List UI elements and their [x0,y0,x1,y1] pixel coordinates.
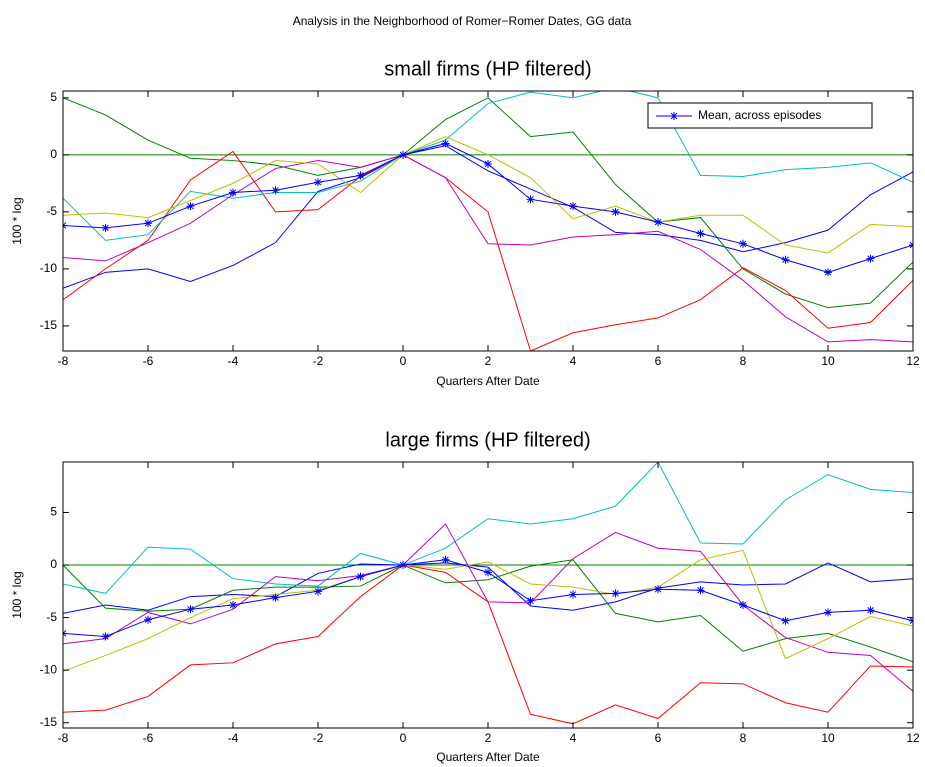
marker [314,178,322,187]
marker [781,616,790,625]
x-tick-label: 2 [485,731,492,745]
y-tick-label: -5 [46,610,57,624]
y-tick-label: 0 [50,147,57,161]
y-tick-label: 0 [50,557,57,571]
chart-title: large firms (HP filtered) [385,429,590,451]
marker [186,202,195,211]
x-tick-label: 10 [821,731,835,745]
x-axis-label: Quarters After Date [436,374,540,388]
x-tick-label: -6 [143,731,154,745]
marker [356,572,365,581]
marker [101,632,110,641]
x-tick-label: -8 [58,731,69,745]
marker [144,219,152,228]
series-line [63,154,913,343]
x-tick-label: -6 [143,354,154,368]
marker [866,254,875,263]
marker [569,590,577,599]
marker [314,587,322,596]
x-tick-label: 0 [400,354,407,368]
series-line [63,97,913,309]
x-tick-label: 4 [570,731,577,745]
x-axis-label: Quarters After Date [436,750,540,764]
plot-area [63,462,913,725]
marker [739,600,747,609]
marker [611,589,620,598]
marker [229,188,237,197]
x-tick-label: 12 [906,354,920,368]
marker [611,207,620,216]
x-tick-label: -8 [58,354,69,368]
marker [526,596,535,605]
series-line [63,145,913,289]
marker [696,586,705,595]
marker [441,139,450,148]
x-tick-label: -4 [228,354,239,368]
marker [696,229,705,238]
series-line [63,523,913,692]
series-line [63,562,913,614]
series-line [63,559,913,663]
x-tick-label: 10 [821,354,835,368]
series-line [63,150,913,351]
marker [484,159,492,168]
figure-title: Analysis in the Neighborhood of Romer−Ro… [293,14,632,28]
x-tick-label: 0 [400,731,407,745]
marker [399,561,407,570]
plot-area [63,91,913,351]
marker [654,218,662,227]
x-tick-label: -4 [228,731,239,745]
chart-title: small firms (HP filtered) [384,58,591,80]
marker [186,605,195,614]
x-tick-label: 4 [570,354,577,368]
marker [654,585,662,594]
y-tick-label: -5 [46,204,57,218]
x-tick-label: 2 [485,354,492,368]
marker [356,171,365,180]
marker [441,555,450,564]
marker [569,202,577,211]
legend-marker [670,112,678,120]
y-tick-label: -10 [40,662,58,676]
marker [399,150,407,159]
series-line [63,462,913,594]
y-tick-label: -15 [40,318,58,332]
marker [271,186,280,195]
marker [824,268,832,277]
marker [526,195,535,204]
x-tick-label: 6 [655,731,662,745]
y-tick-label: 5 [50,90,57,104]
marker [824,608,832,617]
x-tick-label: -2 [313,731,324,745]
y-axis-label: 100 * log [10,197,24,244]
x-tick-label: 8 [740,731,747,745]
marker [866,606,875,615]
series-line [63,549,913,672]
series-line [63,91,913,241]
y-tick-label: -15 [40,715,58,729]
series-line [63,136,913,254]
marker [229,600,237,609]
marker [484,568,492,577]
x-tick-label: -2 [313,354,324,368]
y-axis-label: 100 * log [10,571,24,618]
x-tick-label: 12 [906,731,920,745]
marker [781,255,790,264]
y-tick-label: -10 [40,261,58,275]
x-tick-label: 6 [655,354,662,368]
x-tick-label: 8 [740,354,747,368]
marker [271,593,280,602]
marker [144,615,152,624]
y-tick-label: 5 [50,505,57,519]
marker [739,239,747,248]
legend-label: Mean, across episodes [698,108,821,122]
marker [101,223,110,232]
